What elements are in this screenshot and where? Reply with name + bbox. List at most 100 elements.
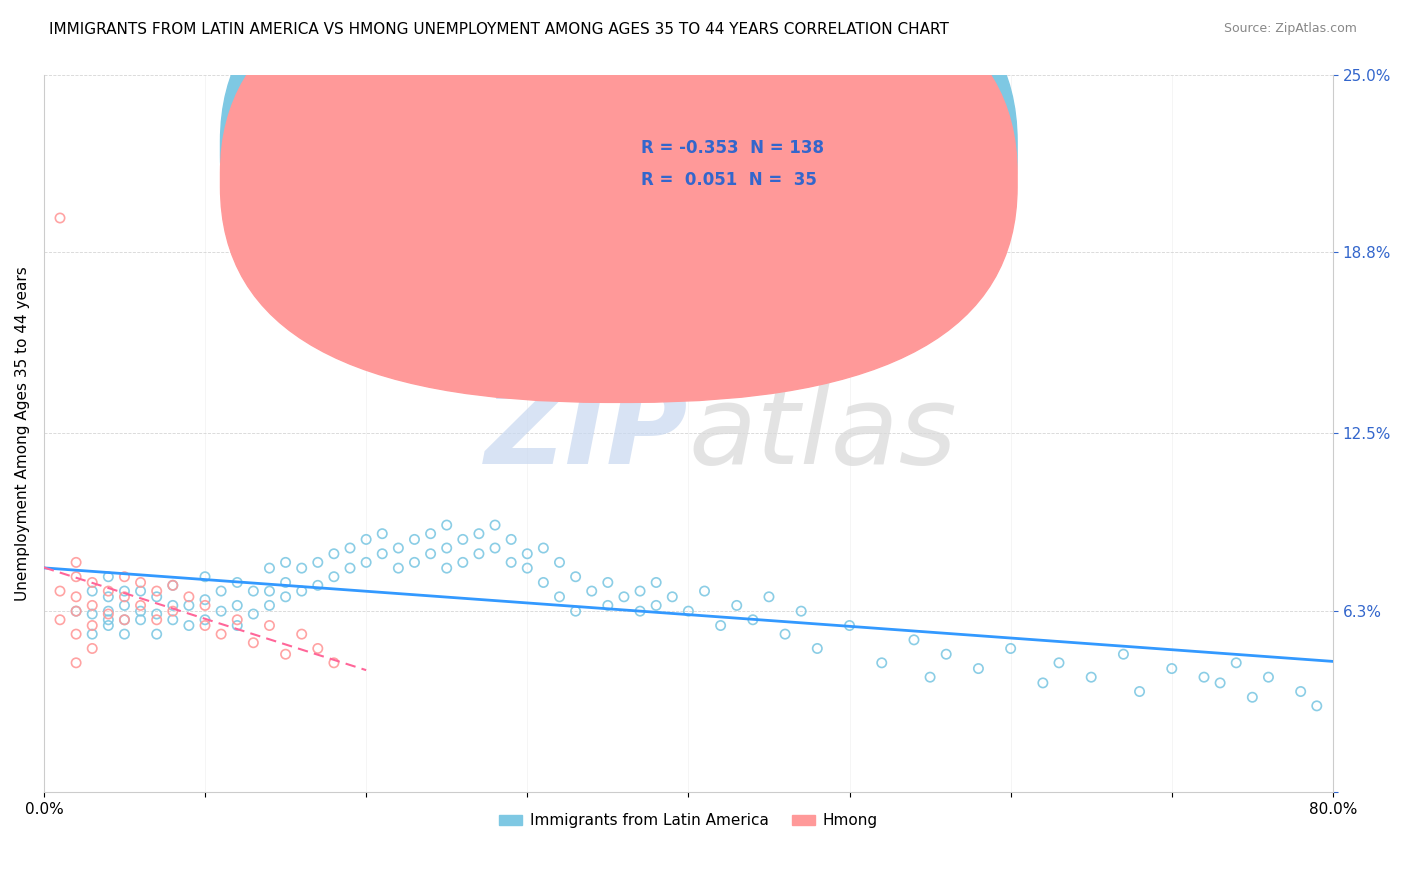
Legend: Immigrants from Latin America, Hmong: Immigrants from Latin America, Hmong (494, 807, 883, 835)
Point (242, 607, 264, 621)
Point (645, 599, 668, 613)
Text: Source: ZipAtlas.com: Source: ZipAtlas.com (1223, 22, 1357, 36)
Text: atlas: atlas (689, 380, 957, 487)
Point (531, 575, 554, 590)
Point (419, 526, 441, 541)
Point (322, 656, 344, 670)
Point (1225, 656, 1247, 670)
Point (82, 618, 104, 632)
Point (758, 590, 780, 604)
Point (162, 578, 184, 592)
Point (628, 604, 651, 618)
FancyBboxPatch shape (592, 132, 894, 207)
Point (162, 578, 184, 592)
Point (226, 599, 249, 613)
Point (354, 555, 377, 569)
Point (516, 547, 538, 561)
Point (97, 618, 120, 632)
Point (97, 607, 120, 621)
Text: IMMIGRANTS FROM LATIN AMERICA VS HMONG UNEMPLOYMENT AMONG AGES 35 TO 44 YEARS CO: IMMIGRANTS FROM LATIN AMERICA VS HMONG U… (49, 22, 949, 37)
Point (114, 599, 136, 613)
Point (484, 518, 506, 533)
Point (1209, 676, 1232, 690)
Point (404, 533, 426, 547)
Point (65, 590, 87, 604)
Point (967, 662, 990, 676)
Y-axis label: Unemployment Among Ages 35 to 44 years: Unemployment Among Ages 35 to 44 years (15, 266, 30, 600)
Point (114, 584, 136, 599)
Point (259, 618, 281, 632)
FancyBboxPatch shape (221, 0, 1017, 402)
Point (49, 211, 72, 225)
Point (548, 590, 571, 604)
Point (129, 613, 152, 627)
Point (129, 584, 152, 599)
Point (1032, 676, 1054, 690)
Point (114, 627, 136, 641)
Point (274, 575, 297, 590)
Point (1241, 690, 1264, 705)
Point (209, 604, 232, 618)
Point (1289, 684, 1312, 698)
Point (97, 604, 120, 618)
Point (97, 584, 120, 599)
Point (97, 613, 120, 627)
Point (773, 627, 796, 641)
Point (274, 555, 297, 569)
Point (259, 561, 281, 575)
Point (307, 555, 329, 569)
Point (114, 570, 136, 584)
Point (419, 547, 441, 561)
Point (65, 570, 87, 584)
Point (49, 584, 72, 599)
Point (339, 541, 361, 555)
Point (114, 590, 136, 604)
Point (531, 541, 554, 555)
Point (129, 604, 152, 618)
Point (436, 518, 458, 533)
Point (177, 590, 200, 604)
FancyBboxPatch shape (221, 0, 1017, 371)
Point (661, 590, 683, 604)
Point (693, 584, 716, 599)
Point (291, 584, 314, 599)
Point (129, 599, 152, 613)
Point (1192, 670, 1215, 684)
Point (226, 618, 249, 632)
Point (1080, 670, 1102, 684)
Point (564, 604, 586, 618)
Point (870, 656, 893, 670)
Point (114, 613, 136, 627)
Point (1128, 684, 1150, 698)
Point (596, 575, 619, 590)
Point (451, 555, 474, 569)
Point (291, 561, 314, 575)
Point (354, 533, 377, 547)
Point (1000, 641, 1022, 656)
Point (501, 533, 523, 547)
Point (274, 647, 297, 661)
Point (935, 647, 957, 661)
Point (741, 613, 763, 627)
Point (371, 547, 394, 561)
Point (259, 584, 281, 599)
Point (82, 607, 104, 621)
Point (194, 613, 217, 627)
Point (903, 632, 925, 647)
Point (1306, 698, 1329, 713)
Point (82, 575, 104, 590)
Point (307, 578, 329, 592)
Point (516, 561, 538, 575)
Point (65, 656, 87, 670)
Point (209, 584, 232, 599)
Point (484, 541, 506, 555)
Point (468, 526, 491, 541)
Point (162, 604, 184, 618)
Point (177, 599, 200, 613)
Point (226, 575, 249, 590)
Point (194, 618, 217, 632)
Point (596, 599, 619, 613)
Point (404, 555, 426, 569)
Point (242, 636, 264, 650)
Point (678, 604, 700, 618)
